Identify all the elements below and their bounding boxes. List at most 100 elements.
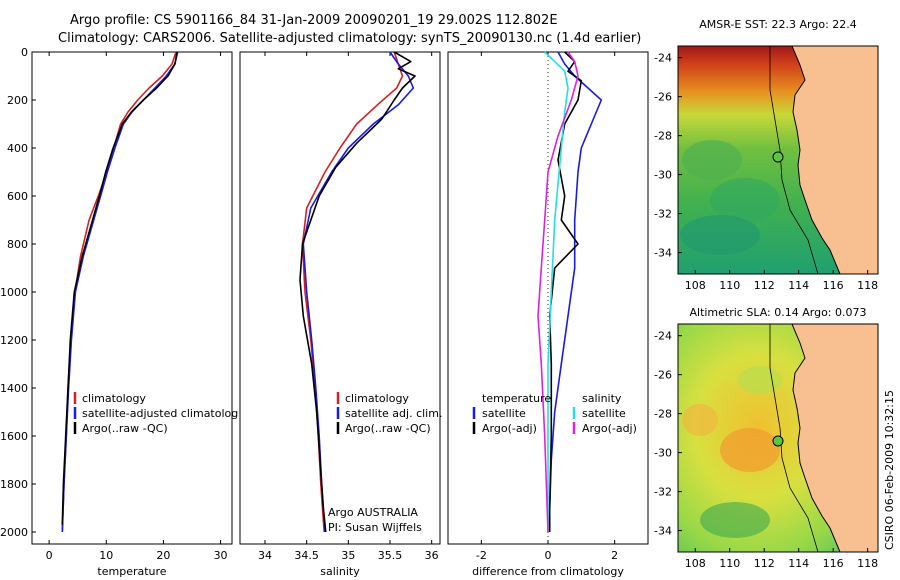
legend-sal-argo: Argo(-adj) [582,422,637,435]
map-x-tick-label: 112 [754,557,775,570]
map-y-tick-label: -32 [654,486,672,499]
salinity-legend: climatology satellite adj. clim. Argo(..… [336,392,442,435]
series-line-argo-raw-qc [61,51,178,525]
x-tick-label: 34 [258,549,272,562]
y-tick-label: 600 [7,190,28,203]
difference-xlabel: difference from climatology [472,565,624,578]
difference-legend: temperature satellite Argo(-adj) salinit… [472,392,637,435]
y-tick-label: 800 [7,238,28,251]
legend-argo: Argo(..raw -QC) [82,422,168,435]
legend-climatology: climatology [82,392,146,405]
map-x-tick-label: 114 [788,557,809,570]
x-tick-label: 2 [611,549,618,562]
x-tick-label: 35 [341,549,355,562]
temperature-axes-box [31,51,233,545]
shelf-break-contour [769,46,819,274]
map-y-tick-label: -32 [654,208,672,221]
sst-cool-patch [680,215,760,255]
x-tick-label: 34.5 [294,549,319,562]
figure-title-line2: Climatology: CARS2006. Satellite-adjuste… [58,31,641,46]
series-line-climatology [301,51,404,533]
map-x-tick-label: 108 [685,557,706,570]
float-location-marker [772,151,784,163]
float-owner: Argo AUSTRALIA [328,506,418,519]
sla-high-patch [720,428,780,472]
sla-map-title: Altimetric SLA: 0.14 Argo: 0.073 [689,306,866,319]
temperature-xlabel: temperature [97,565,166,578]
y-tick-label: 1400 [0,382,28,395]
sst-cool-patch [710,178,780,222]
map-x-tick-label: 118 [857,279,878,292]
map-y-tick-label: -26 [654,91,672,104]
salinity-xlabel: salinity [320,565,360,578]
sst-map: AMSR-E SST: 22.3 Argo: 22.4 108 110 112 114… [654,18,879,292]
sla-high-patch [682,404,718,436]
map-x-tick-label: 110 [719,279,740,292]
series-line-climatology [61,51,177,533]
legend-satellite-adj: satellite adj. clim. [345,407,442,420]
legend-sal-satellite: satellite [582,407,626,420]
x-tick-label: 0 [545,549,552,562]
map-y-tick-label: -24 [654,52,672,65]
map-x-tick-label: 112 [754,279,775,292]
x-tick-label: 36 [425,549,439,562]
series-line-salinity-satellite [544,51,569,532]
map-y-tick-label: -30 [654,169,672,182]
sla-map-frame [677,323,879,553]
series-line-argo-raw-qc [299,51,416,533]
sst-map-title: AMSR-E SST: 22.3 Argo: 22.4 [699,18,857,31]
series-line-salinity-argo-adj [537,51,579,533]
y-tick-label: 1600 [0,430,28,443]
map-y-tick-label: -34 [654,525,672,538]
y-tick-label: 1200 [0,334,28,347]
map-y-tick-label: -26 [654,369,672,382]
legend-climatology: climatology [345,392,409,405]
y-tick-label: 1000 [0,286,28,299]
legend-argo: Argo(..raw -QC) [345,422,431,435]
map-y-tick-label: -24 [654,330,672,343]
x-tick-label: -2 [476,549,487,562]
legend-satellite: satellite-adjusted climatolog [82,407,238,420]
map-x-tick-label: 116 [823,557,844,570]
x-tick-label: 20 [156,549,170,562]
x-tick-label: 0 [46,549,53,562]
australia-landmass [791,46,878,274]
map-y-tick-label: -30 [654,447,672,460]
temperature-panel: temperature 0200400600800100012001400160… [0,46,238,578]
map-x-tick-label: 108 [685,279,706,292]
sst-cool-patch [682,140,742,180]
difference-panel: difference from climatology -2 0 2 tempera… [447,51,649,578]
map-x-tick-label: 114 [788,279,809,292]
legend-salinity-title: salinity [582,392,622,405]
y-tick-label: 1800 [0,478,28,491]
map-x-tick-label: 116 [823,279,844,292]
legend-temp-satellite: satellite [482,407,526,420]
salinity-axes-box [239,51,441,545]
sla-mid-patch [738,366,782,394]
legend-temp-argo: Argo(-adj) [482,422,537,435]
series-line-temperature-satellite [548,51,603,532]
salinity-panel: salinity 34 34.5 35 35.5 36 climatology sate… [239,51,442,578]
y-tick-label: 400 [7,142,28,155]
csiro-credit: CSIRO 06-Feb-2009 10:32:15 [883,390,896,550]
map-x-tick-label: 118 [857,557,878,570]
series-line-temperature-argo-adj [548,51,583,532]
float-location-marker [772,435,784,447]
x-tick-label: 35.5 [378,549,403,562]
x-tick-label: 10 [99,549,113,562]
figure-title-line1: Argo profile: CS 5901166_84 31-Jan-2009 … [70,13,558,28]
temperature-legend: climatology satellite-adjusted climatolo… [73,392,238,435]
y-tick-label: 0 [21,46,28,59]
sla-map: Altimetric SLA: 0.14 Argo: 0.073 108 110 1… [654,306,879,570]
float-pi: PI: Susan Wijffels [328,521,422,534]
map-y-tick-label: -34 [654,247,672,260]
map-y-tick-label: -28 [654,408,672,421]
legend-temperature-title: temperature [482,392,551,405]
australia-landmass [791,324,878,552]
y-tick-label: 200 [7,94,28,107]
map-x-tick-label: 110 [719,557,740,570]
sla-low-patch [700,502,770,538]
y-tick-label: 2000 [0,526,28,539]
sst-map-frame [677,45,879,275]
